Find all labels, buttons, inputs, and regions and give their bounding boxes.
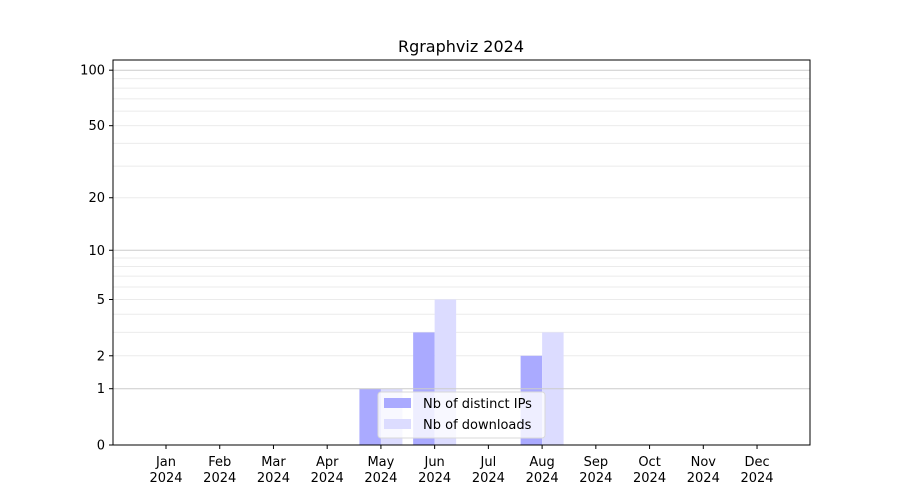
x-tick-label-line: 2024 [579,471,612,486]
plot-frame [112,59,811,446]
legend-swatch [384,419,411,429]
legend-label: Nb of downloads [423,418,532,433]
x-tick-label: Sep 2024 [579,455,612,486]
x-tick-label-line: Dec [744,455,769,470]
x-tick-label-line: 2024 [418,471,451,486]
x-tick-label-line: Oct [638,455,660,470]
x-tick-label-line: Aug [529,455,554,470]
x-tick-label: Apr 2024 [311,455,344,486]
x-tick-label: May 2024 [364,455,397,486]
y-tick-label: 10 [88,244,105,259]
x-tick-label-line: 2024 [526,471,559,486]
legend-box [377,391,546,439]
x-tick-label: Jul 2024 [472,455,505,486]
x-tick-label-line: Feb [208,455,231,470]
x-tick-label: Dec 2024 [740,455,773,486]
x-tick-label-line: May [367,455,394,470]
legend: Nb of distinct IPs Nb of downloads [377,391,546,439]
x-tick-label-line: 2024 [364,471,397,486]
x-tick-label-line: 2024 [687,471,720,486]
x-tick-label: Jun 2024 [418,455,451,486]
grid [113,78,810,357]
legend-label: Nb of distinct IPs [423,397,532,412]
x-tick-label-line: 2024 [203,471,236,486]
x-tick-label: Nov 2024 [687,455,720,486]
x-tick-label-line: Nov [691,455,717,470]
x-tick-label-line: Sep [584,455,609,470]
major-grid [113,69,810,390]
x-tick-label-line: Jan [155,455,176,470]
y-axis: 0 1 2 5 10 20 50 100 [80,64,113,454]
x-tick-label-line: Mar [261,455,286,470]
y-tick-label: 20 [88,191,105,206]
x-tick-label-line: 2024 [472,471,505,486]
y-tick-label: 100 [80,64,105,79]
x-tick-label: Jan 2024 [149,455,182,486]
x-tick-label: Feb 2024 [203,455,236,486]
x-tick-label-line: Apr [316,455,339,470]
x-tick-label-line: 2024 [740,471,773,486]
y-tick-label: 0 [97,439,105,454]
x-tick-label-line: 2024 [257,471,290,486]
bar-ips [359,388,381,445]
x-tick-label-line: 2024 [633,471,666,486]
y-tick-label: 50 [88,119,105,134]
x-tick-label: Mar 2024 [257,455,290,486]
x-tick-label-line: 2024 [149,471,182,486]
x-tick-label-line: 2024 [311,471,344,486]
chart-title: Rgraphviz 2024 [398,37,524,56]
y-tick-label: 5 [97,293,105,308]
y-tick-label: 2 [97,349,105,364]
x-tick-label: Oct 2024 [633,455,666,486]
y-tick-label: 1 [97,382,105,397]
x-tick-label: Aug 2024 [526,455,559,486]
x-tick-label-line: Jun [423,455,444,470]
legend-swatch [384,398,411,408]
x-tick-label-line: Jul [480,455,497,470]
